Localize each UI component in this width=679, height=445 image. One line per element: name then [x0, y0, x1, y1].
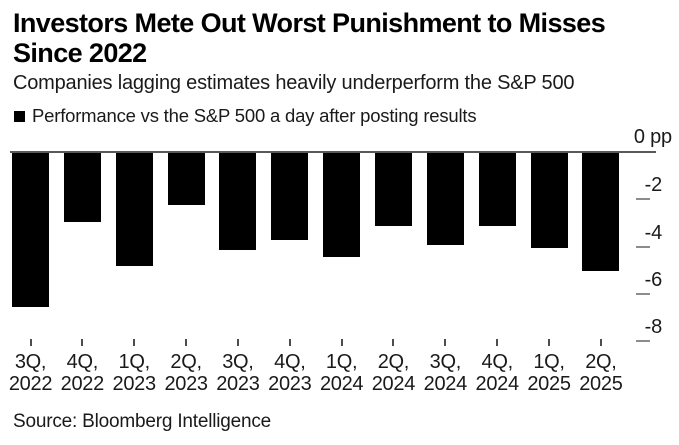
x-tick-label: 1Q, 2023: [112, 351, 157, 395]
y-tick-label: -4: [644, 221, 663, 244]
bar-3q-2022: [12, 153, 49, 307]
x-tick: [496, 339, 499, 346]
chart-title-line2: Since 2022: [13, 38, 147, 68]
y-tick: [636, 245, 650, 248]
bar-4q-2023: [271, 153, 309, 241]
legend-label: Performance vs the S&P 500 a day after p…: [32, 105, 477, 126]
x-tick: [599, 339, 602, 346]
bar-1q-2024: [323, 153, 361, 257]
y-axis-zero-label: 0 pp: [633, 126, 672, 148]
legend-swatch-icon: [14, 110, 25, 122]
chart-subtitle: Companies lagging estimates heavily unde…: [13, 72, 575, 94]
y-tick: [636, 292, 650, 295]
bar-1q-2025: [530, 153, 568, 248]
x-tick: [392, 339, 395, 346]
bar-4q-2024: [478, 153, 516, 227]
zero-baseline: [10, 151, 656, 153]
x-tick: [288, 339, 291, 346]
x-tick-label: 2Q, 2023: [164, 351, 208, 395]
legend: Performance vs the S&P 500 a day after p…: [14, 105, 477, 126]
x-tick: [236, 339, 239, 346]
x-tick-label: 3Q, 2023: [216, 351, 260, 395]
x-tick: [133, 339, 136, 346]
y-tick-label: -8: [644, 316, 663, 338]
bar-1q-2023: [115, 153, 153, 267]
chart-title: Investors Mete Out Worst Punishment to M…: [13, 8, 663, 68]
x-tick: [548, 339, 550, 346]
bar-2q-2024: [374, 153, 412, 227]
x-tick: [340, 339, 343, 346]
x-tick-label: 3Q, 2024: [423, 351, 468, 395]
x-tick: [185, 339, 188, 346]
x-tick-label: 1Q, 2025: [527, 351, 571, 395]
x-tick-label: 2Q, 2025: [579, 351, 623, 395]
x-tick-label: 4Q, 2024: [475, 351, 520, 395]
y-tick: [636, 340, 650, 342]
bar-3q-2023: [219, 153, 257, 250]
bar-4q-2022: [63, 153, 101, 222]
chart-title-line1: Investors Mete Out Worst Punishment to M…: [13, 8, 606, 38]
plot-area: [12, 153, 620, 342]
x-tick-label: 3Q, 2022: [8, 351, 53, 395]
x-tick: [81, 339, 84, 346]
y-tick-label: -6: [644, 268, 663, 291]
y-tick-label: -2: [644, 174, 663, 197]
bar-2q-2023: [167, 153, 205, 205]
bar-2q-2025: [582, 153, 620, 272]
x-tick-label: 4Q, 2023: [268, 351, 312, 395]
bar-3q-2024: [426, 153, 464, 246]
x-tick-label: 2Q, 2024: [371, 351, 416, 395]
x-tick-label: 4Q, 2022: [60, 351, 105, 395]
y-tick: [636, 198, 650, 201]
x-tick: [444, 339, 447, 346]
x-tick: [29, 339, 32, 346]
x-tick-label: 1Q, 2024: [319, 351, 364, 395]
source-note: Source: Bloomberg Intelligence: [13, 411, 272, 432]
